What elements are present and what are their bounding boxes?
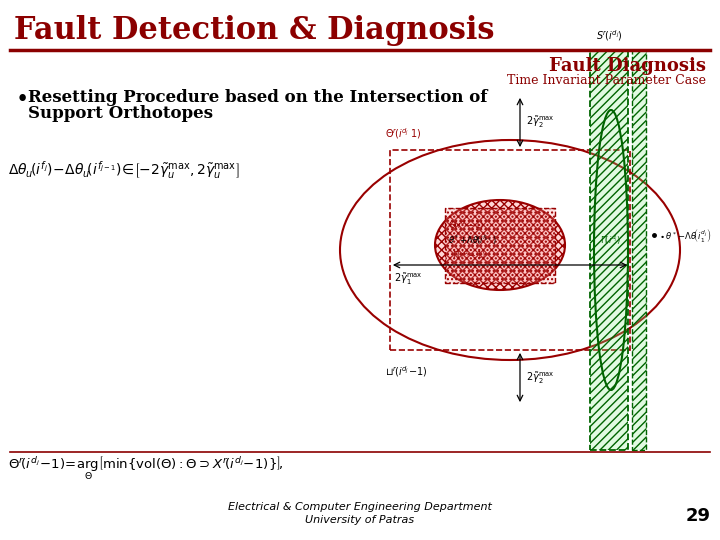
Text: $\bullet\,\theta^*\!-\!\Lambda\theta\!\left(i_1^{d_j}\right)$: $\bullet\,\theta^*\!-\!\Lambda\theta\!\l… xyxy=(659,226,711,244)
Text: •: • xyxy=(16,89,30,111)
Text: $\Pi\!\left(i^{d_j}\right)$: $\Pi\!\left(i^{d_j}\right)$ xyxy=(600,233,621,247)
Text: $\Delta\theta_u\!\left(i^{f_j}\right)\!-\!\Delta\theta_u\!\left(i^{f_{j-1}}\righ: $\Delta\theta_u\!\left(i^{f_j}\right)\!-… xyxy=(8,159,240,181)
Text: 29: 29 xyxy=(685,507,711,525)
Text: University of Patras: University of Patras xyxy=(305,515,415,525)
Text: $\Theta^r\!\left(i^{d_j}\;1\right)$: $\Theta^r\!\left(i^{d_j}\;1\right)$ xyxy=(385,126,421,141)
Bar xyxy=(632,50,646,450)
Text: Electrical & Computer Engineering Department: Electrical & Computer Engineering Depart… xyxy=(228,502,492,512)
Text: $S^r\!\left(i^{d_j}\right)$: $S^r\!\left(i^{d_j}\right)$ xyxy=(595,29,622,43)
Text: $2\tilde{\gamma}_1^{\rm max}$: $2\tilde{\gamma}_1^{\rm max}$ xyxy=(394,271,423,287)
Text: Time Invariant Parameter Case: Time Invariant Parameter Case xyxy=(507,73,706,86)
Text: $\Pi\!\left(i^{d_j}\!-\!1\right)$: $\Pi\!\left(i^{d_j}\!-\!1\right)$ xyxy=(452,248,486,262)
Text: Resetting Procedure based on the Intersection of: Resetting Procedure based on the Interse… xyxy=(28,90,487,106)
Ellipse shape xyxy=(435,200,565,290)
Bar xyxy=(590,50,628,450)
Text: $\Theta^r\!\left(i^{d_j}\!-\!1\right)\!=\!\underset{\Theta}{\arg}\!\left[\min\le: $\Theta^r\!\left(i^{d_j}\!-\!1\right)\!=… xyxy=(8,454,284,482)
Bar xyxy=(390,150,630,350)
Bar xyxy=(445,207,555,282)
Text: $2\tilde{\gamma}_2^{\rm max}$: $2\tilde{\gamma}_2^{\rm max}$ xyxy=(526,370,554,386)
Text: Fault Diagnosis: Fault Diagnosis xyxy=(549,57,706,75)
Text: $\Theta\!\left(i^{d_j}\!-\!1\right)$: $\Theta\!\left(i^{d_j}\!-\!1\right)$ xyxy=(448,218,485,232)
Text: Fault Detection & Diagnosis: Fault Detection & Diagnosis xyxy=(14,15,495,45)
Text: $\theta^*\!+\!\Lambda\theta\!\left(i^{f_{k+}}\right)$: $\theta^*\!+\!\Lambda\theta\!\left(i^{f_… xyxy=(448,233,497,247)
Text: $2\tilde{\gamma}_2^{\rm max}$: $2\tilde{\gamma}_2^{\rm max}$ xyxy=(526,114,554,130)
Text: Support Orthotopes: Support Orthotopes xyxy=(28,105,213,123)
Text: $\sqcup^r\!\left(i^{d_j}\!-\!1\right)$: $\sqcup^r\!\left(i^{d_j}\!-\!1\right)$ xyxy=(385,364,428,380)
